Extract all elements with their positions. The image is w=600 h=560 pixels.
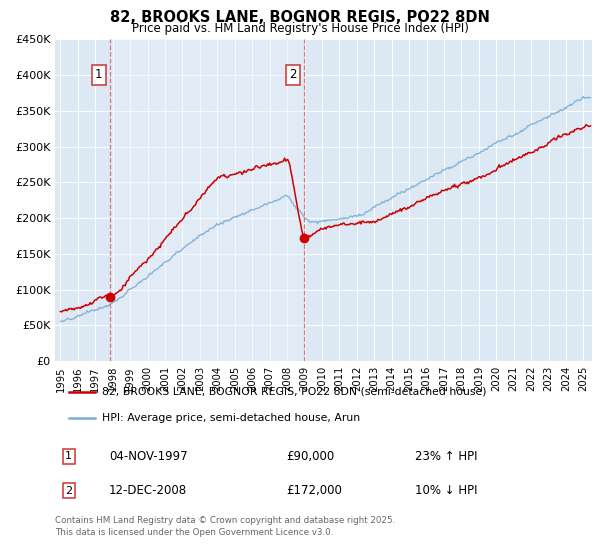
Text: £172,000: £172,000	[286, 484, 342, 497]
Text: 1: 1	[95, 68, 103, 81]
Text: 23% ↑ HPI: 23% ↑ HPI	[415, 450, 478, 463]
Text: 12-DEC-2008: 12-DEC-2008	[109, 484, 187, 497]
Text: 1: 1	[65, 451, 72, 461]
Text: 82, BROOKS LANE, BOGNOR REGIS, PO22 8DN: 82, BROOKS LANE, BOGNOR REGIS, PO22 8DN	[110, 10, 490, 25]
Text: 2: 2	[289, 68, 297, 81]
Text: 82, BROOKS LANE, BOGNOR REGIS, PO22 8DN (semi-detached house): 82, BROOKS LANE, BOGNOR REGIS, PO22 8DN …	[103, 386, 487, 396]
Text: HPI: Average price, semi-detached house, Arun: HPI: Average price, semi-detached house,…	[103, 413, 361, 423]
Text: 2: 2	[65, 486, 72, 496]
Text: 10% ↓ HPI: 10% ↓ HPI	[415, 484, 478, 497]
Text: 04-NOV-1997: 04-NOV-1997	[109, 450, 188, 463]
Text: £90,000: £90,000	[286, 450, 334, 463]
Text: Contains HM Land Registry data © Crown copyright and database right 2025.
This d: Contains HM Land Registry data © Crown c…	[55, 516, 395, 537]
Bar	[110, 39, 304, 361]
Text: Price paid vs. HM Land Registry's House Price Index (HPI): Price paid vs. HM Land Registry's House …	[131, 22, 469, 35]
